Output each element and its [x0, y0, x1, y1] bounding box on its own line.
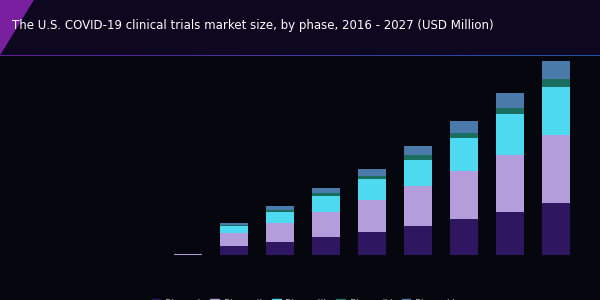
Bar	[358, 169, 386, 176]
Bar	[220, 246, 248, 255]
Bar	[312, 237, 340, 255]
Bar	[542, 61, 570, 79]
Bar	[220, 223, 248, 225]
Bar	[358, 200, 386, 232]
Bar	[404, 160, 432, 186]
Bar	[266, 206, 294, 210]
Bar	[542, 79, 570, 87]
Bar	[449, 133, 478, 138]
Text: The U.S. COVID-19 clinical trials market size, by phase, 2016 - 2027 (USD Millio: The U.S. COVID-19 clinical trials market…	[12, 19, 494, 32]
Bar	[496, 154, 524, 212]
Bar	[496, 212, 524, 255]
Bar	[404, 226, 432, 255]
Bar	[496, 114, 524, 154]
Bar	[358, 232, 386, 255]
Bar	[266, 223, 294, 242]
Bar	[449, 219, 478, 255]
Bar	[542, 135, 570, 203]
Bar	[496, 93, 524, 108]
Bar	[220, 233, 248, 246]
Bar	[358, 179, 386, 200]
Bar	[266, 210, 294, 212]
Legend: Phase I, Phase II, Phase III, Phase IV, Phase V: Phase I, Phase II, Phase III, Phase IV, …	[148, 295, 458, 300]
Bar	[312, 212, 340, 237]
Bar	[220, 226, 248, 233]
Bar	[404, 186, 432, 226]
Bar	[266, 242, 294, 255]
Bar	[312, 193, 340, 196]
Bar	[542, 87, 570, 135]
Bar	[449, 138, 478, 171]
Bar	[449, 171, 478, 219]
Bar	[358, 176, 386, 179]
Bar	[542, 203, 570, 255]
Bar	[220, 225, 248, 226]
Bar	[312, 188, 340, 193]
Bar	[266, 212, 294, 223]
Bar	[404, 146, 432, 155]
Bar	[449, 121, 478, 133]
Bar	[404, 155, 432, 160]
Bar	[312, 196, 340, 212]
Bar	[496, 108, 524, 114]
